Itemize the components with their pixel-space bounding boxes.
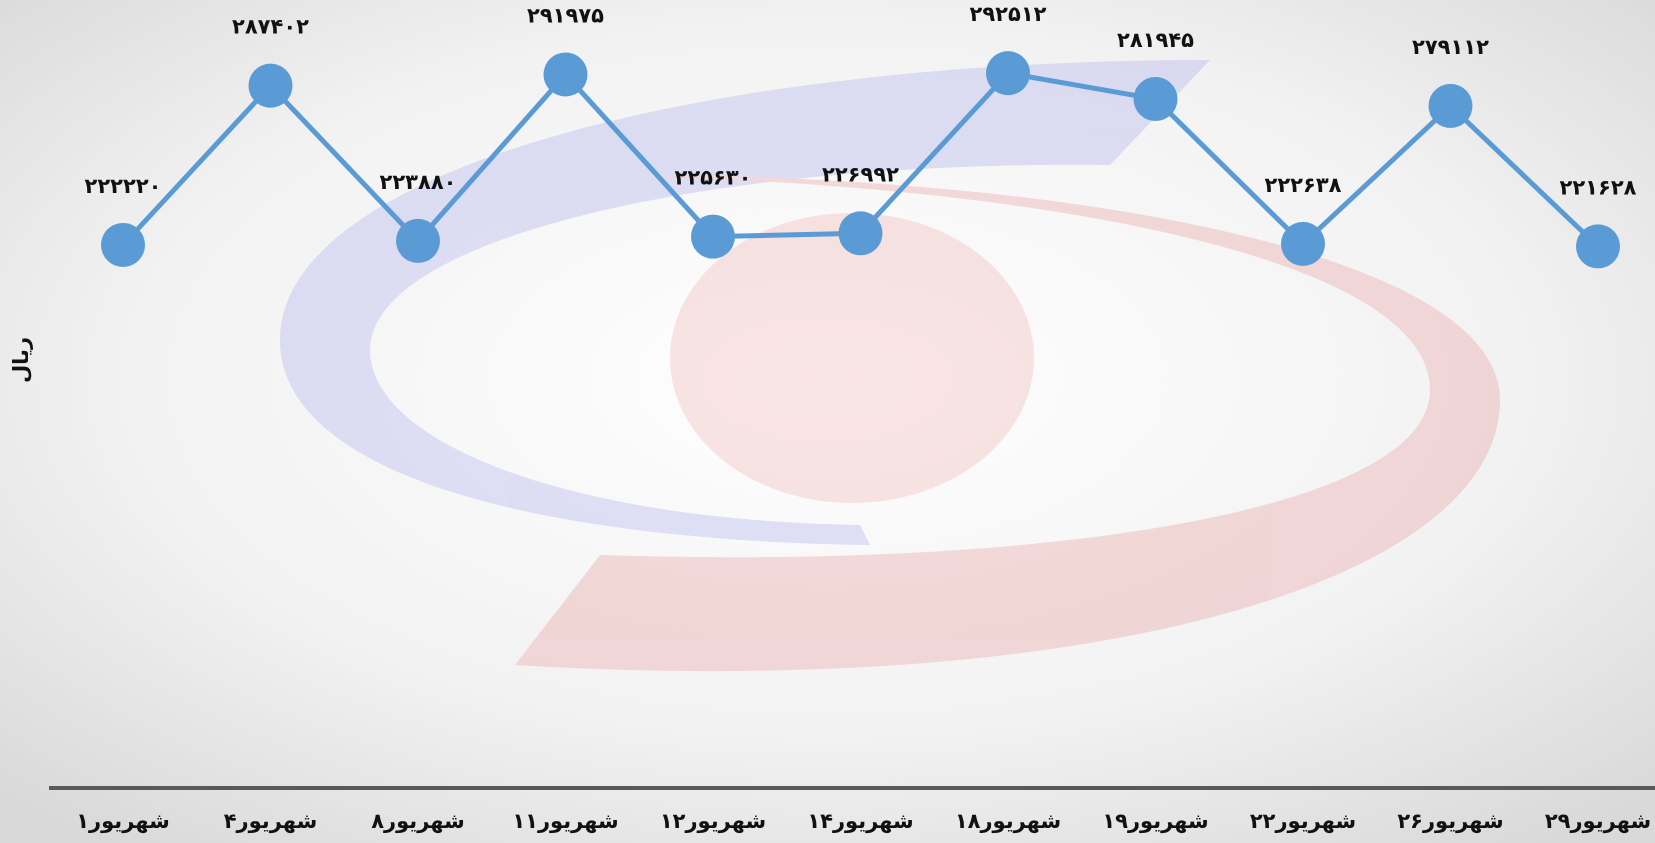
data-label: ۲۷۹۱۱۲ <box>1412 35 1489 59</box>
y-axis-label: ریال <box>9 337 33 383</box>
data-point <box>396 218 440 263</box>
data-point <box>1133 76 1178 121</box>
data-label: ۲۲۲۲۲۰ <box>85 174 162 198</box>
x-tick-label: ۲۲شهریور <box>1250 809 1356 833</box>
x-tick-label: ۱شهریور <box>76 809 170 833</box>
data-point <box>1428 83 1473 128</box>
x-tick-label: ۱۸شهریور <box>955 809 1061 833</box>
data-point <box>838 211 883 256</box>
x-tick-label: ۲۶شهریور <box>1397 809 1503 833</box>
data-point <box>543 52 588 97</box>
data-point <box>248 63 293 108</box>
data-label: ۲۹۲۵۱۲ <box>970 2 1047 26</box>
x-tick-label: ۱۴شهریور <box>807 809 913 833</box>
data-label: ۲۲۶۹۹۲ <box>822 162 899 186</box>
data-point <box>986 51 1030 96</box>
x-tick-label: ۱۹شهریور <box>1102 809 1208 833</box>
data-label: ۲۸۱۹۴۵ <box>1117 28 1194 52</box>
x-tick-label: ۸شهریور <box>371 809 465 833</box>
data-point <box>1576 224 1620 269</box>
x-tick-label: ۱۲شهریور <box>660 809 766 833</box>
data-label: ۲۲۱۶۲۸ <box>1560 175 1637 199</box>
data-label: ۲۹۱۹۷۵ <box>527 3 604 27</box>
x-tick-label: ۴شهریور <box>224 809 318 833</box>
data-point <box>1281 221 1325 266</box>
x-tick-label: ۱۱شهریور <box>512 809 618 833</box>
data-label: ۲۲۵۶۳۰ <box>675 166 752 190</box>
watermark-logo <box>280 60 1500 672</box>
x-tick-label: ۲۹شهریور <box>1545 809 1651 833</box>
data-point <box>101 222 145 267</box>
data-label: ۲۲۳۸۸۰ <box>380 170 457 194</box>
data-label: ۲۲۲۶۳۸ <box>1265 173 1342 197</box>
data-label: ۲۸۷۴۰۲ <box>232 15 309 39</box>
data-point <box>691 214 735 259</box>
